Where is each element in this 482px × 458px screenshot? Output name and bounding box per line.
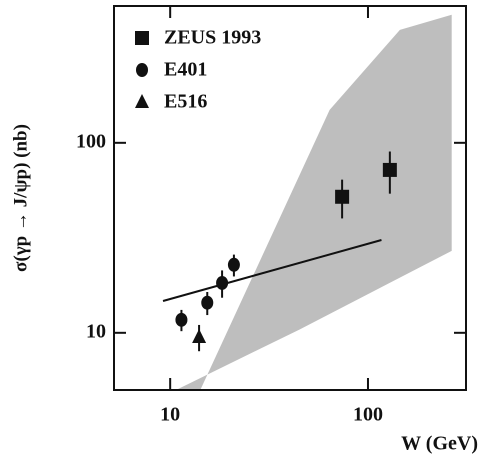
model-band xyxy=(175,14,452,390)
marker-circle xyxy=(227,257,240,272)
marker-circle xyxy=(175,312,188,327)
legend-label: E401 xyxy=(164,59,207,81)
fit-line xyxy=(162,239,382,302)
plot-frame xyxy=(113,5,467,391)
marker-circle xyxy=(201,295,214,310)
x-tick-label: 100 xyxy=(353,404,383,426)
y-tick-label: 100 xyxy=(76,130,106,152)
marker-square xyxy=(335,189,350,204)
legend-label: E516 xyxy=(164,91,207,113)
marker-square xyxy=(382,162,397,177)
legend-marker xyxy=(136,63,148,77)
marker-triangle xyxy=(192,329,207,344)
legend-marker xyxy=(135,94,149,108)
y-tick-label: 10 xyxy=(86,320,106,342)
marker-circle xyxy=(216,275,229,290)
x-tick-label: 10 xyxy=(160,404,180,426)
y-axis-label: σ(γp → J/ψp) (nb) xyxy=(10,124,31,272)
legend-label: ZEUS 1993 xyxy=(164,27,261,49)
legend-marker xyxy=(135,31,149,45)
x-axis-label: W (GeV) xyxy=(401,433,478,455)
